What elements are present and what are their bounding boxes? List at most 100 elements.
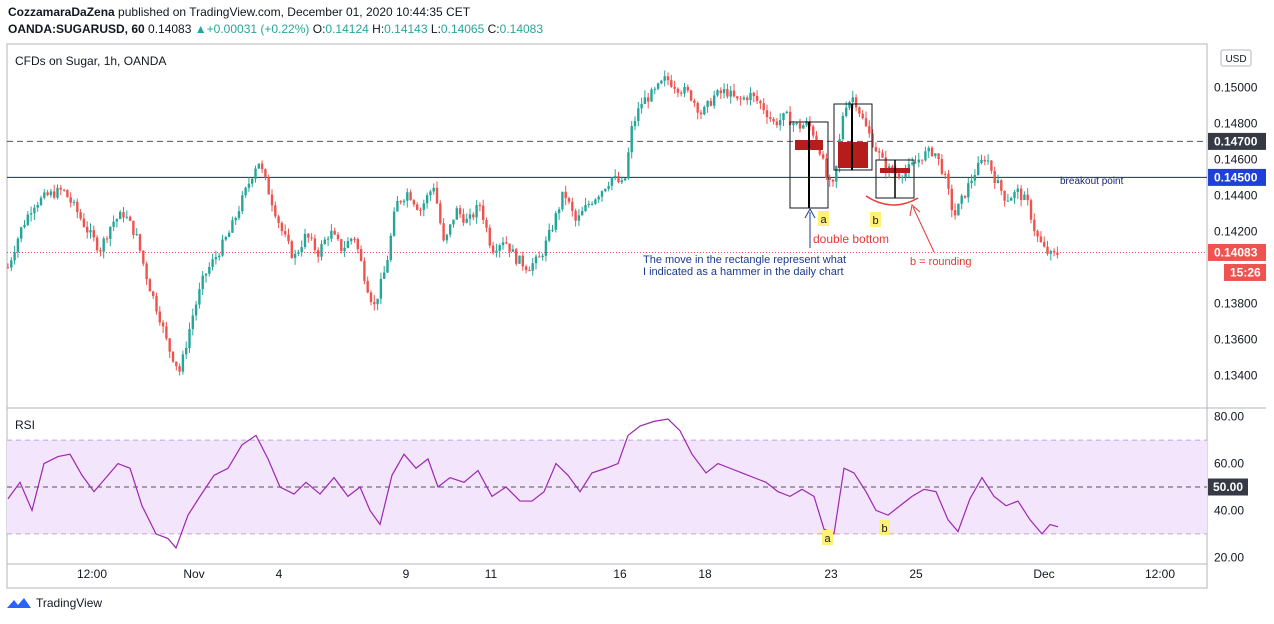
time-tick-4: 11 <box>485 567 498 581</box>
candle-body <box>383 272 386 279</box>
candle-body <box>386 260 389 273</box>
author-name[interactable]: CozzamaraDaZena <box>8 5 115 19</box>
candle-body <box>69 197 72 203</box>
candle-body <box>102 238 105 252</box>
rounding-label: b = rounding <box>910 256 971 268</box>
candle-body <box>125 216 128 218</box>
candle-body <box>515 249 518 264</box>
candle-body <box>224 237 227 240</box>
candle-body <box>541 255 544 258</box>
candle-body <box>300 247 303 253</box>
candle-body <box>221 239 224 256</box>
candle-body <box>924 151 927 161</box>
candle-body <box>59 187 62 190</box>
candle-body <box>828 177 831 180</box>
candle-body <box>416 204 419 210</box>
candle-body <box>584 205 587 212</box>
time-axis[interactable]: 12:00 Nov 4 9 11 16 18 23 25 Dec 12:00 <box>77 567 1175 581</box>
candle-body <box>930 147 934 156</box>
candle-body <box>119 211 122 220</box>
candle-body <box>105 238 109 240</box>
candle-body <box>1016 188 1019 192</box>
candle-body <box>462 214 465 223</box>
candle-body <box>214 257 218 260</box>
change-arrow-icon: ▲ <box>194 22 207 36</box>
candle-body <box>445 234 449 241</box>
price-tick-0: 0.15000 <box>1214 80 1258 94</box>
candle-body <box>1052 251 1056 253</box>
candle-body <box>1036 231 1039 237</box>
candle-body <box>198 289 201 305</box>
candle-body <box>1029 200 1033 220</box>
currency-badge[interactable] <box>1220 49 1252 67</box>
candle-body <box>953 210 957 216</box>
candle-body <box>610 177 614 186</box>
candle-body <box>934 153 937 156</box>
candle-body <box>53 191 56 198</box>
candle-body <box>637 108 640 122</box>
candle-body <box>1049 251 1052 254</box>
candles-group <box>6 70 1059 376</box>
candle-body <box>158 311 161 323</box>
note-line-2: I indicated as a hammer in the daily cha… <box>643 266 844 278</box>
candle-body <box>653 88 656 90</box>
time-tick-9: Dec <box>1033 567 1054 581</box>
candle-body <box>831 179 835 182</box>
candle-body <box>264 169 267 178</box>
candle-body <box>79 212 82 219</box>
candle-body <box>350 238 353 242</box>
candle-body <box>132 220 135 235</box>
price-tick-3: 0.14400 <box>1214 188 1258 202</box>
candle-body <box>571 201 574 211</box>
candle-body <box>660 80 663 84</box>
price-badge-breakout <box>1208 168 1266 186</box>
candle-body <box>920 159 924 161</box>
candle-body <box>175 361 178 367</box>
candle-body <box>346 241 350 248</box>
candle-body <box>666 76 670 81</box>
rsi-axis[interactable]: 80.00 60.00 40.00 20.00 <box>1214 410 1244 565</box>
candle-body <box>109 226 112 239</box>
candle-body <box>115 219 119 222</box>
candle-body <box>452 219 455 225</box>
price-axis[interactable]: 0.15000 0.14800 0.14600 0.14400 0.14200 0.138… <box>1214 80 1258 382</box>
candle-body <box>633 121 637 127</box>
chart-title: CFDs on Sugar, 1h, OANDA <box>15 54 166 68</box>
candle-body <box>967 183 970 198</box>
candle-body <box>274 205 277 217</box>
candle-body <box>49 191 53 196</box>
candle-body <box>937 153 940 160</box>
candle-body <box>620 180 623 183</box>
candle-body <box>587 203 590 206</box>
candle-body <box>874 147 878 152</box>
candle-body <box>792 123 795 126</box>
candle-body <box>868 126 871 134</box>
candle-body <box>574 210 577 221</box>
low-value: 0.14065 <box>440 22 485 36</box>
candle-body <box>884 157 887 173</box>
candle-body <box>267 177 270 195</box>
candle-body <box>359 249 363 261</box>
candle-body <box>429 191 432 196</box>
candle-body <box>237 211 241 218</box>
publish-info: CozzamaraDaZena published on TradingView… <box>8 5 470 19</box>
candle-body <box>485 219 488 228</box>
candle-body <box>501 242 505 246</box>
candle-body <box>412 200 416 205</box>
candle-body <box>640 103 643 109</box>
candle-body <box>746 97 749 101</box>
candle-body <box>742 97 746 100</box>
candle-body <box>973 175 977 181</box>
tag-b-rsi <box>879 520 890 535</box>
candle-body <box>419 209 422 211</box>
candle-body <box>864 118 868 127</box>
candle-body <box>284 231 287 235</box>
candle-body <box>307 233 310 238</box>
candle-body <box>699 112 703 115</box>
candle-body <box>138 234 142 251</box>
price-badge-resistance <box>1208 132 1266 150</box>
footer[interactable]: TradingView <box>6 596 102 610</box>
candle-body <box>561 191 564 210</box>
candle-body <box>980 159 983 163</box>
